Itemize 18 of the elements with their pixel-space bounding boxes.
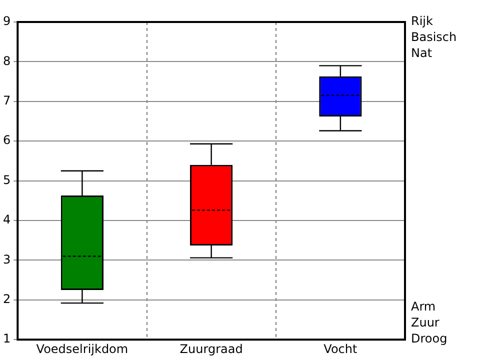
x-tick-label: Zuurgraad xyxy=(180,342,243,356)
y-tick-label: 2 xyxy=(2,292,11,306)
text: Basisch xyxy=(411,30,457,44)
text: Zuur xyxy=(411,316,440,330)
y-tick-label: 3 xyxy=(2,252,11,266)
x-tick-label: Vocht xyxy=(324,342,358,356)
y-tick-label: 1 xyxy=(2,332,11,346)
text: Droog xyxy=(411,332,448,346)
y-tick-label: 4 xyxy=(2,212,11,227)
y-tick-label: 7 xyxy=(2,94,11,108)
text: Rijk xyxy=(411,14,434,28)
y-tick-label: 6 xyxy=(2,133,11,148)
y-tick-label: 9 xyxy=(2,14,11,28)
y-tick-label: 5 xyxy=(2,172,11,187)
text: Nat xyxy=(411,46,432,60)
x-tick-label: Voedselrijkdom xyxy=(36,342,128,356)
text: Arm xyxy=(411,300,436,314)
y-tick-label: 8 xyxy=(2,54,11,68)
